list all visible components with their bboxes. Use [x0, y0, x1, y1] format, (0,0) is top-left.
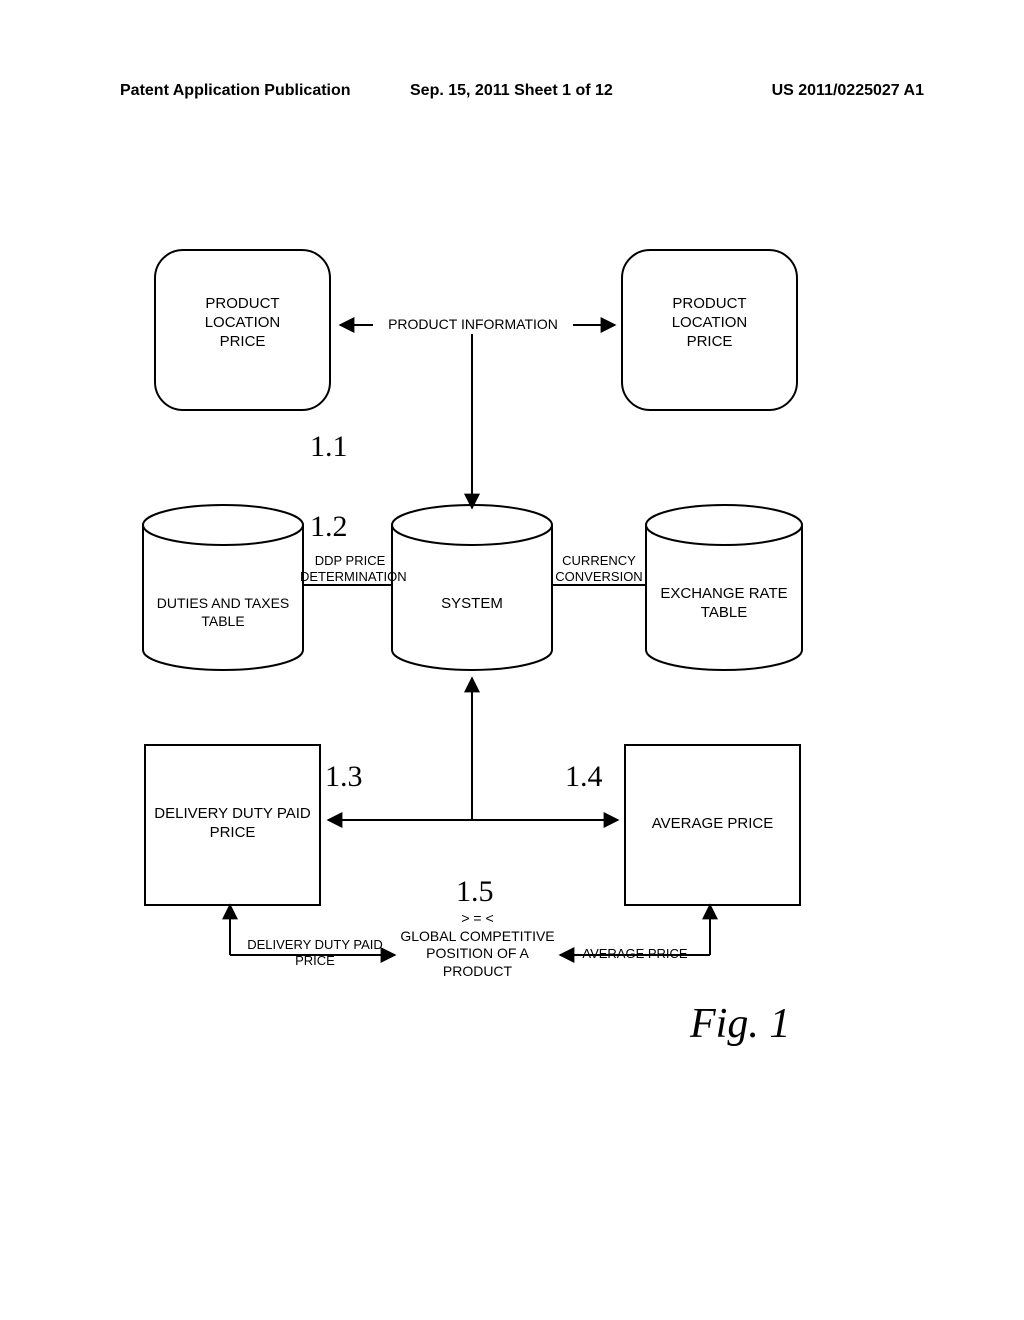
gcp-box: > = < GLOBAL COMPETITIVE POSITION OF A P… — [395, 910, 560, 980]
ref-1-5: 1.5 — [456, 875, 494, 909]
product-right-line3: PRICE — [622, 333, 797, 352]
product-box-right: PRODUCT LOCATION PRICE — [622, 295, 797, 351]
avg-box: AVERAGE PRICE — [625, 815, 800, 834]
edge-curr-conv: CURRENCY CONVERSION — [549, 553, 649, 586]
figure-caption: Fig. 1 — [690, 1000, 790, 1048]
product-left-line3: PRICE — [155, 333, 330, 352]
edge-ddp-price: DELIVERY DUTY PAID PRICE — [235, 937, 395, 970]
ref-1-3: 1.3 — [325, 760, 363, 794]
product-right-line2: LOCATION — [622, 314, 797, 333]
exchange-db-label: EXCHANGE RATE TABLE — [646, 585, 802, 623]
ref-1-2: 1.2 — [310, 510, 348, 544]
system-db-label: SYSTEM — [392, 595, 552, 614]
gcp-symbols: > = < — [395, 910, 560, 928]
product-left-line2: LOCATION — [155, 314, 330, 333]
duties-db-label: DUTIES AND TAXES TABLE — [143, 595, 303, 630]
ddp-box: DELIVERY DUTY PAID PRICE — [145, 805, 320, 843]
product-box-left: PRODUCT LOCATION PRICE — [155, 295, 330, 351]
edge-avg-price: AVERAGE PRICE — [565, 946, 705, 962]
page: Patent Application Publication Sep. 15, … — [0, 0, 1024, 1320]
ref-1-4: 1.4 — [565, 760, 603, 794]
edge-product-info: PRODUCT INFORMATION — [373, 316, 573, 334]
product-right-line1: PRODUCT — [622, 295, 797, 314]
product-left-line1: PRODUCT — [155, 295, 330, 314]
edge-ddp-det: DDP PRICE DETERMINATION — [300, 553, 400, 586]
ref-1-1: 1.1 — [310, 430, 348, 464]
diagram-svg — [0, 0, 1024, 1320]
